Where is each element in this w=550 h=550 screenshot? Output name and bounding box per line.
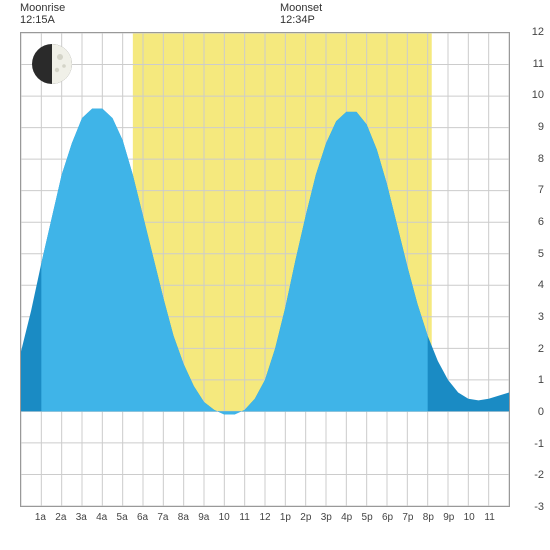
chart-area [20, 32, 510, 507]
x-tick: 4p [341, 512, 352, 523]
x-tick: 4a [96, 512, 107, 523]
y-tick: 8 [538, 153, 544, 165]
y-tick: 5 [538, 248, 544, 260]
moon-phase-icon [30, 42, 74, 86]
moonset-title: Moonset [280, 2, 322, 14]
moonrise-time: 12:15A [20, 14, 65, 26]
x-tick: 7a [157, 512, 168, 523]
x-tick: 3p [321, 512, 332, 523]
y-tick: 11 [533, 58, 544, 70]
x-tick: 2p [300, 512, 311, 523]
y-tick: 12 [532, 26, 544, 38]
x-tick: 5p [362, 512, 373, 523]
y-tick: 0 [538, 406, 544, 418]
x-tick: 12 [259, 512, 270, 523]
y-tick: -1 [534, 438, 544, 450]
x-tick: 6p [382, 512, 393, 523]
x-tick: 8p [423, 512, 434, 523]
moonrise-label: Moonrise 12:15A [20, 2, 65, 26]
y-tick: -3 [534, 501, 544, 513]
y-tick: 10 [532, 89, 544, 101]
x-tick: 9a [198, 512, 209, 523]
y-tick: 9 [538, 121, 544, 133]
y-tick: 1 [538, 374, 544, 386]
y-tick: 6 [538, 216, 544, 228]
y-axis: -3-2-10123456789101112 [520, 32, 544, 507]
x-tick: 3a [76, 512, 87, 523]
x-tick: 7p [402, 512, 413, 523]
y-tick: 4 [538, 279, 544, 291]
moonset-label: Moonset 12:34P [280, 2, 322, 26]
y-tick: 7 [538, 184, 544, 196]
x-tick: 9p [443, 512, 454, 523]
x-tick: 1a [35, 512, 46, 523]
x-tick: 8a [178, 512, 189, 523]
x-tick: 1p [280, 512, 291, 523]
y-tick: -2 [534, 469, 544, 481]
x-tick: 10 [464, 512, 475, 523]
moonset-time: 12:34P [280, 14, 322, 26]
x-tick: 6a [137, 512, 148, 523]
header: Moonrise 12:15A Moonset 12:34P [0, 2, 550, 30]
x-tick: 11 [239, 512, 249, 523]
x-tick: 5a [117, 512, 128, 523]
y-tick: 2 [538, 343, 544, 355]
x-tick: 2a [55, 512, 66, 523]
x-tick: 11 [484, 512, 494, 523]
x-axis: 1a 2a 3a 4a 5a 6a 7a 8a 9a 10 11 12 1p 2p 3p 4p 5p 6p 7p 8p… [20, 512, 510, 532]
chart-svg [21, 33, 509, 506]
tide-chart-container: { "header": { "moonrise": { "label": "Mo… [0, 0, 550, 550]
y-tick: 3 [538, 311, 544, 323]
x-tick: 10 [219, 512, 230, 523]
moonrise-title: Moonrise [20, 2, 65, 14]
